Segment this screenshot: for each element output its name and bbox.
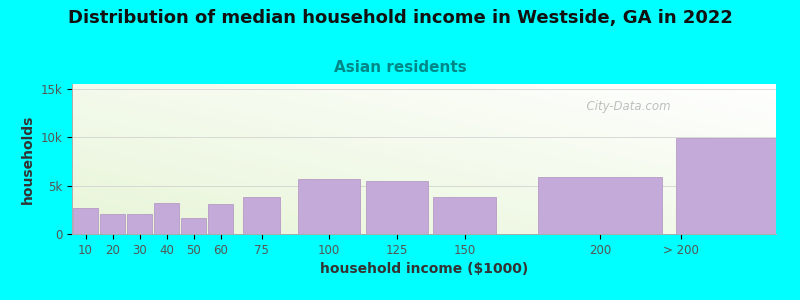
- Bar: [434, 197, 496, 234]
- Y-axis label: households: households: [21, 114, 35, 204]
- Bar: [243, 197, 280, 234]
- Bar: [154, 203, 179, 234]
- Text: Distribution of median household income in Westside, GA in 2022: Distribution of median household income …: [67, 9, 733, 27]
- X-axis label: household income ($1000): household income ($1000): [320, 262, 528, 276]
- Bar: [182, 218, 206, 234]
- Bar: [209, 204, 234, 234]
- Text: City-Data.com: City-Data.com: [579, 100, 670, 113]
- Bar: [676, 138, 800, 234]
- Bar: [127, 214, 152, 234]
- Text: Asian residents: Asian residents: [334, 60, 466, 75]
- Bar: [100, 214, 125, 234]
- Bar: [538, 177, 662, 234]
- Bar: [366, 181, 428, 234]
- Bar: [73, 208, 98, 234]
- Bar: [298, 179, 360, 234]
